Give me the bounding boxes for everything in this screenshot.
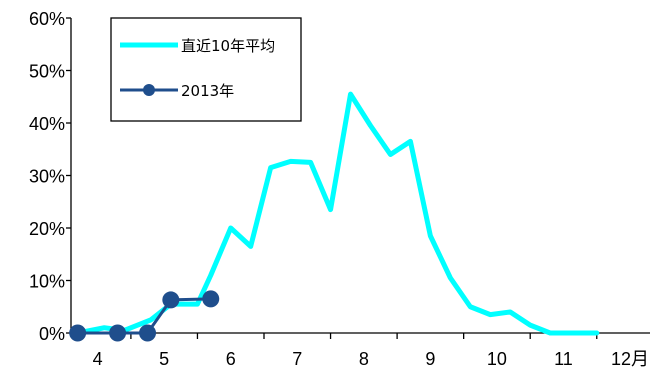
x-tick-label: 11 [554, 349, 573, 369]
x-tick-label: 4 [93, 349, 103, 369]
y-tick-label: 30% [29, 167, 65, 187]
plot-area [69, 91, 600, 342]
y-tick-label: 0% [39, 324, 65, 344]
series-line-0 [75, 91, 600, 336]
legend-box [110, 17, 302, 122]
data-point-2013 [109, 324, 127, 342]
x-tick-label: 8 [359, 349, 369, 369]
x-tick-label: 12月 [611, 349, 649, 369]
x-axis-ticks: 4 5 6 7 8 9 10 11 12月 [93, 333, 649, 369]
y-axis-ticks: 0% 10% 20% 30% 40% 50% 60% [29, 9, 71, 344]
y-tick-label: 40% [29, 114, 65, 134]
data-point-2013 [162, 291, 180, 309]
x-tick-label: 5 [159, 349, 169, 369]
legend: 直近10年平均 2013年 [110, 17, 302, 122]
data-point-2013 [139, 324, 157, 342]
y-tick-label: 60% [29, 9, 65, 29]
legend-marker-2013 [143, 84, 155, 96]
y-tick-label: 20% [29, 219, 65, 239]
x-tick-label: 6 [226, 349, 236, 369]
legend-label-avg: 直近10年平均 [181, 37, 275, 55]
legend-label-2013: 2013年 [181, 82, 234, 100]
x-tick-label: 10 [487, 349, 507, 369]
x-tick-label: 9 [425, 349, 435, 369]
y-tick-label: 10% [29, 272, 65, 292]
x-tick-label: 7 [292, 349, 302, 369]
y-tick-label: 50% [29, 62, 65, 82]
data-point-2013 [69, 324, 87, 342]
data-point-2013 [202, 290, 220, 308]
